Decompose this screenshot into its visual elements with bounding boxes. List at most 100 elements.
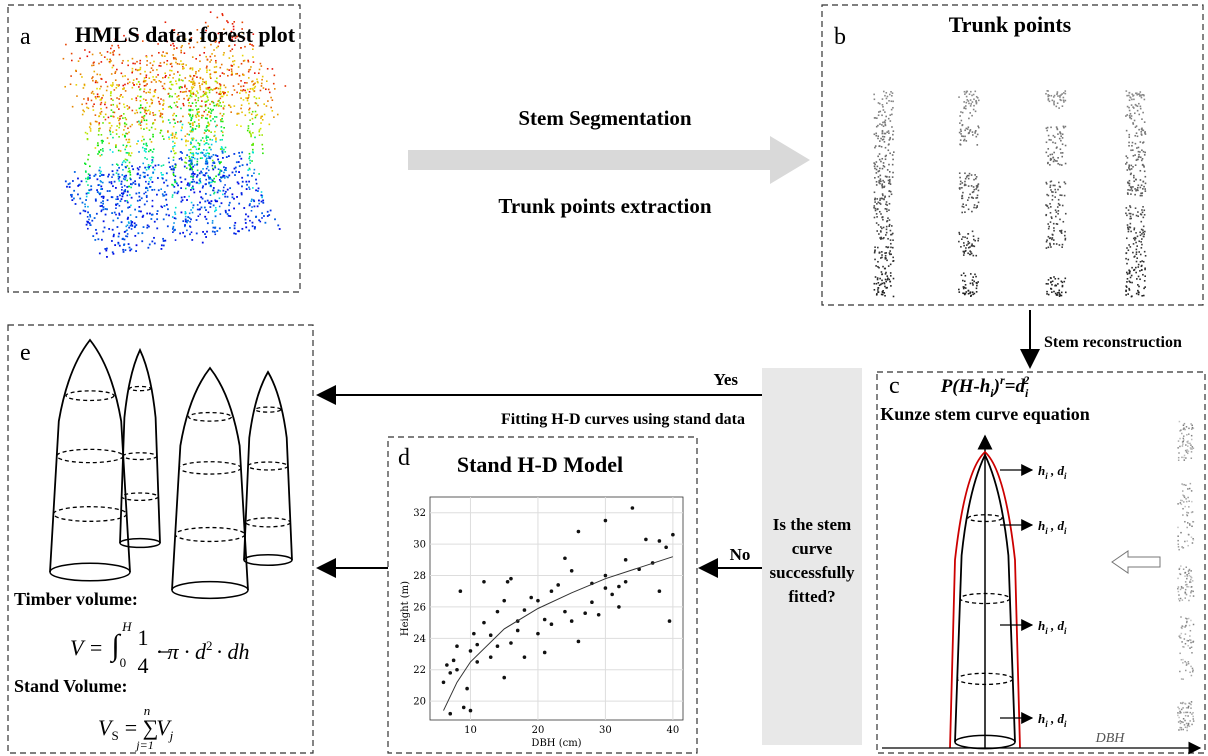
trunk-point: [1182, 729, 1184, 731]
cloud-point: [197, 209, 199, 211]
cloud-point: [140, 112, 142, 114]
cloud-point: [270, 97, 272, 99]
trunk-point: [1053, 276, 1055, 278]
point: [489, 633, 493, 637]
trunk-point: [892, 239, 894, 241]
trunk-point: [1129, 169, 1131, 171]
cloud-point: [121, 62, 123, 64]
cloud-point: [198, 183, 200, 185]
trunk-point: [1138, 286, 1140, 288]
cloud-point: [195, 58, 197, 60]
cloud-point: [254, 226, 256, 228]
arrow-label: No: [730, 545, 751, 564]
trunk-point: [1136, 251, 1138, 253]
panel-title: Stand H-D Model: [457, 452, 623, 477]
trunk-point: [1056, 160, 1058, 162]
trunk-point: [1055, 106, 1057, 108]
trunk-point: [1046, 241, 1048, 243]
cloud-point: [248, 77, 250, 79]
trunk-point: [1184, 455, 1186, 457]
trunk-point: [958, 232, 960, 234]
cloud-point: [162, 108, 164, 110]
cloud-point: [210, 112, 212, 114]
cloud-point: [192, 114, 194, 116]
cloud-point: [70, 75, 72, 77]
trunk-point: [1140, 193, 1142, 195]
cloud-point: [172, 77, 174, 79]
cloud-point: [146, 56, 148, 58]
y-tick-label: 28: [413, 571, 426, 582]
cloud-point: [192, 79, 194, 81]
cloud-point: [140, 104, 142, 106]
trunk-point: [1060, 100, 1062, 102]
cloud-point: [147, 247, 149, 249]
trunk-point: [1139, 278, 1141, 280]
cloud-point: [170, 151, 172, 153]
trunk-point: [1182, 625, 1184, 627]
cloud-point: [165, 75, 167, 77]
cloud-point: [108, 117, 110, 119]
trunk-point: [879, 211, 881, 213]
trunk-point: [883, 237, 885, 239]
trunk-point: [876, 283, 878, 285]
cloud-point: [254, 137, 256, 139]
cloud-point: [237, 181, 239, 183]
trunk-point: [1183, 435, 1185, 437]
cloud-point: [204, 174, 206, 176]
cloud-point: [218, 161, 220, 163]
cloud-point: [118, 127, 120, 129]
cloud-point: [215, 87, 217, 89]
cloud-point: [90, 189, 92, 191]
cloud-point: [127, 127, 129, 129]
cloud-point: [100, 86, 102, 88]
trunk-point: [1182, 514, 1184, 516]
cloud-point: [251, 113, 253, 115]
trunk-point: [1192, 427, 1194, 429]
cloud-point: [252, 132, 254, 134]
trunk-point: [1054, 196, 1056, 198]
cloud-point: [213, 161, 215, 163]
cloud-point: [197, 158, 199, 160]
cloud-point: [87, 133, 89, 135]
trunk-point: [1188, 706, 1190, 708]
trunk-point: [1181, 729, 1183, 731]
cloud-point: [118, 98, 120, 100]
trunk-point: [1052, 234, 1054, 236]
cloud-point: [120, 183, 122, 185]
cloud-point: [216, 125, 218, 127]
trunk-point: [1191, 439, 1193, 441]
trunk-point: [1185, 625, 1187, 627]
trunk-point: [958, 96, 960, 98]
cloud-point: [209, 69, 211, 71]
trunk-point: [965, 108, 967, 110]
trunk-point: [1186, 723, 1188, 725]
cloud-point: [220, 161, 222, 163]
trunk-point: [1059, 219, 1061, 221]
cloud-point: [217, 192, 219, 194]
cloud-point: [69, 183, 71, 185]
trunk-point: [1129, 110, 1131, 112]
cloud-point: [259, 69, 261, 71]
cloud-point: [140, 67, 142, 69]
trunk-point: [971, 245, 973, 247]
cloud-point: [189, 168, 191, 170]
cloud-point: [117, 117, 119, 119]
trunk-point: [976, 205, 978, 207]
trunk-point: [875, 265, 877, 267]
cloud-point: [71, 194, 73, 196]
trunk-point: [878, 233, 880, 235]
trunk-point: [893, 151, 895, 153]
cloud-point: [188, 90, 190, 92]
cloud-point: [150, 71, 152, 73]
cloud-point: [188, 160, 190, 162]
cloud-point: [203, 91, 205, 93]
trunk-point: [1183, 425, 1185, 427]
cloud-point: [143, 143, 145, 145]
cloud-point: [86, 224, 88, 226]
cloud-point: [220, 98, 222, 100]
trunk-point: [1144, 269, 1146, 271]
trunk-point: [964, 280, 966, 282]
trunk-point: [959, 187, 961, 189]
cloud-point: [129, 162, 131, 164]
cloud-point: [98, 170, 100, 172]
